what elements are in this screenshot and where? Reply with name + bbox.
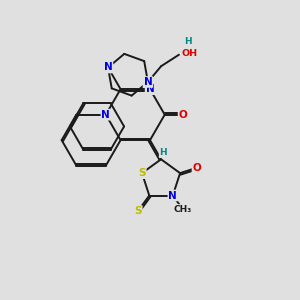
Text: O: O <box>178 110 188 120</box>
Text: CH₃: CH₃ <box>174 205 192 214</box>
Text: OH: OH <box>181 49 197 58</box>
Text: N: N <box>143 77 152 87</box>
Text: N: N <box>104 62 112 73</box>
Text: S: S <box>134 206 142 216</box>
Text: H: H <box>160 148 167 157</box>
Text: S: S <box>138 168 146 178</box>
Text: O: O <box>193 163 201 173</box>
Text: H: H <box>184 37 192 46</box>
Text: N: N <box>101 110 110 120</box>
Text: N: N <box>168 190 177 200</box>
Text: N: N <box>146 84 154 94</box>
